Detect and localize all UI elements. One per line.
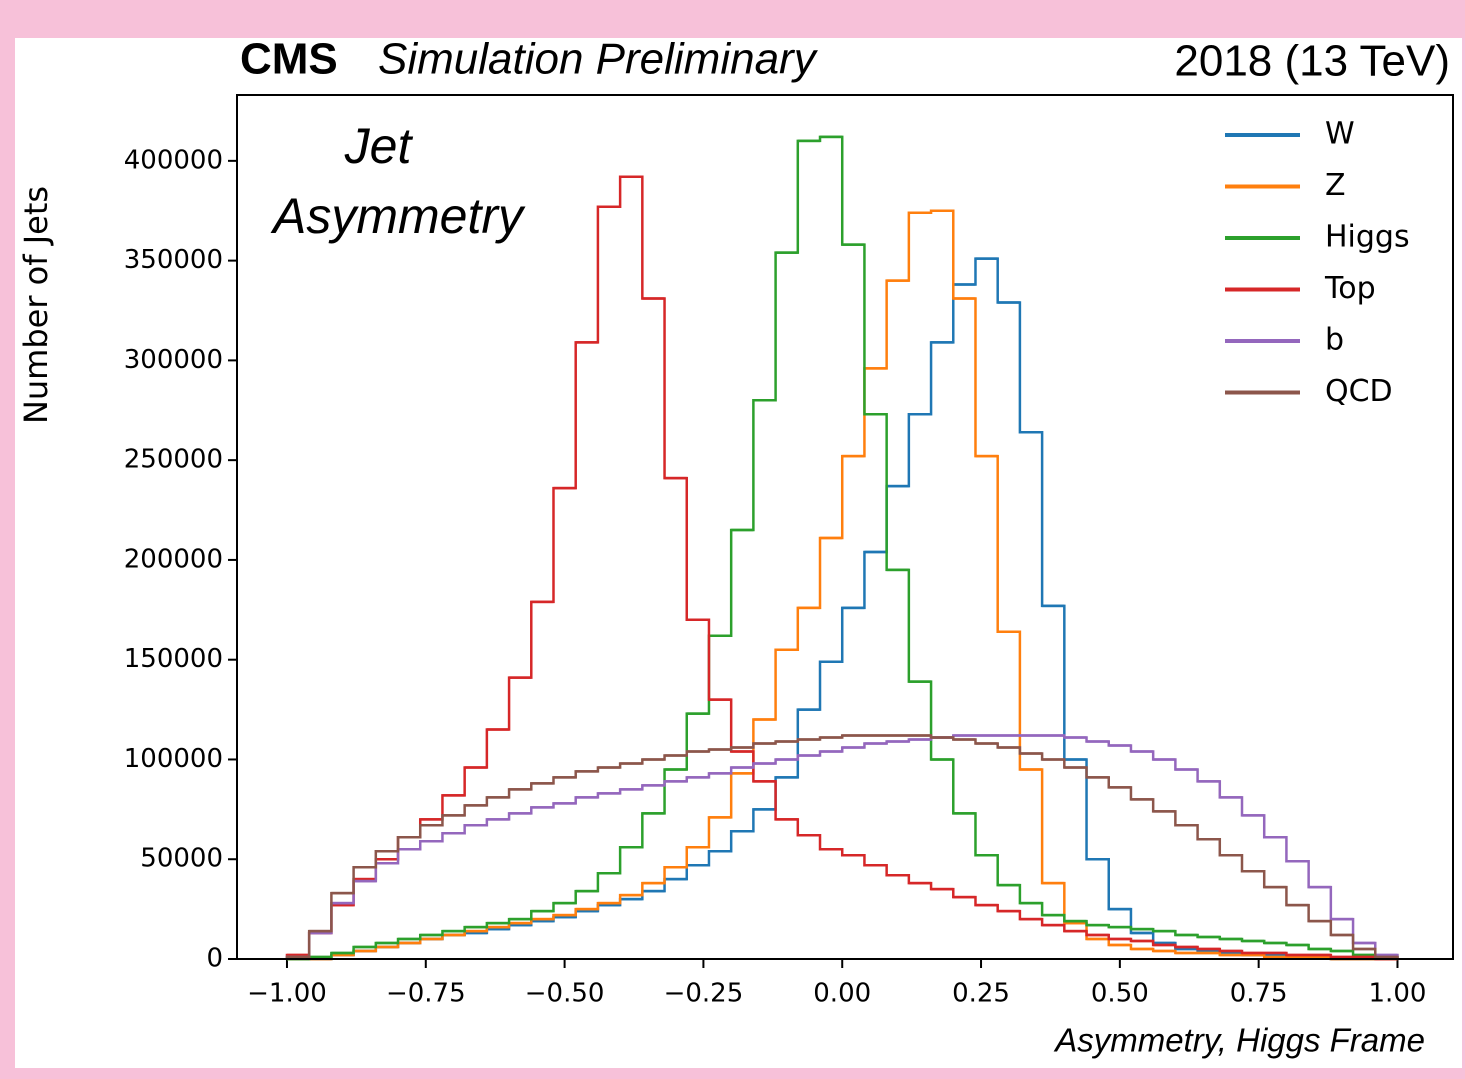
x-axis-label: Asymmetry, Higgs Frame xyxy=(1053,1022,1425,1059)
annotation: Asymmetry xyxy=(270,188,526,244)
legend-label: W xyxy=(1325,117,1355,152)
y-tick-label: 100000 xyxy=(124,744,223,774)
x-tick-label: −1.00 xyxy=(247,979,327,1009)
y-tick-label: 0 xyxy=(206,944,223,974)
panel xyxy=(15,38,1462,1068)
legend-label: Top xyxy=(1324,271,1376,306)
x-tick-label: −0.25 xyxy=(664,979,744,1009)
chart-subtitle: Simulation Preliminary xyxy=(378,35,819,84)
y-tick-label: 250000 xyxy=(124,445,223,475)
legend-label: b xyxy=(1325,323,1344,358)
y-tick-label: 400000 xyxy=(124,145,223,175)
energy-label: 2018 (13 TeV) xyxy=(1174,37,1450,86)
x-tick-label: 0.75 xyxy=(1230,979,1288,1009)
plot-frame xyxy=(236,94,1454,960)
y-tick-label: 200000 xyxy=(124,544,223,574)
y-tick-label: 350000 xyxy=(124,245,223,275)
x-tick-label: −0.75 xyxy=(386,979,466,1009)
step-outline xyxy=(285,734,1399,959)
y-tick-label: 150000 xyxy=(124,644,223,674)
chart-title: CMS xyxy=(240,35,338,84)
legend-label: Higgs xyxy=(1325,220,1410,255)
y-tick-label: 50000 xyxy=(140,844,223,874)
x-tick-label: 1.00 xyxy=(1369,979,1427,1009)
x-tick-label: 0.50 xyxy=(1091,979,1149,1009)
y-tick-label: 300000 xyxy=(124,345,223,375)
step-outline xyxy=(285,175,1398,961)
y-axis-label: Number of Jets xyxy=(17,186,55,424)
legend-label: QCD xyxy=(1325,374,1393,409)
legend-label: Z xyxy=(1325,168,1346,203)
x-tick-label: −0.50 xyxy=(525,979,605,1009)
x-tick-label: 0.25 xyxy=(952,979,1010,1009)
x-tick-label: 0.00 xyxy=(813,979,871,1009)
annotation: Jet xyxy=(344,118,414,174)
